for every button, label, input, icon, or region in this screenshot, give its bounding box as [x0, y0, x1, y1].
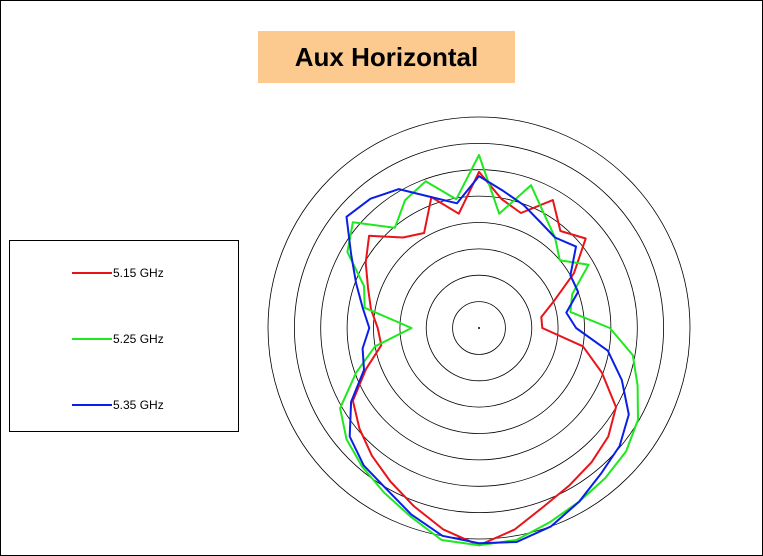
legend-label-2: 5.25 GHz: [113, 332, 164, 346]
center-dot: [478, 327, 480, 329]
grid-ring-3: [399, 248, 559, 408]
legend-label-3: 5.35 GHz: [113, 398, 164, 412]
series-3-trace: [345, 175, 630, 545]
legend: [9, 240, 239, 432]
chart-title: Aux Horizontal: [258, 31, 515, 83]
legend-label-1: 5.15 GHz: [113, 266, 164, 280]
grid-ring-6: [320, 169, 638, 487]
grid-ring-7: [293, 142, 665, 514]
grid-ring-8: [267, 116, 691, 540]
series-2-trace: [339, 154, 639, 547]
grid-ring-2: [425, 274, 533, 382]
grid-ring-4: [373, 222, 585, 434]
grid-ring-1: [452, 301, 506, 355]
